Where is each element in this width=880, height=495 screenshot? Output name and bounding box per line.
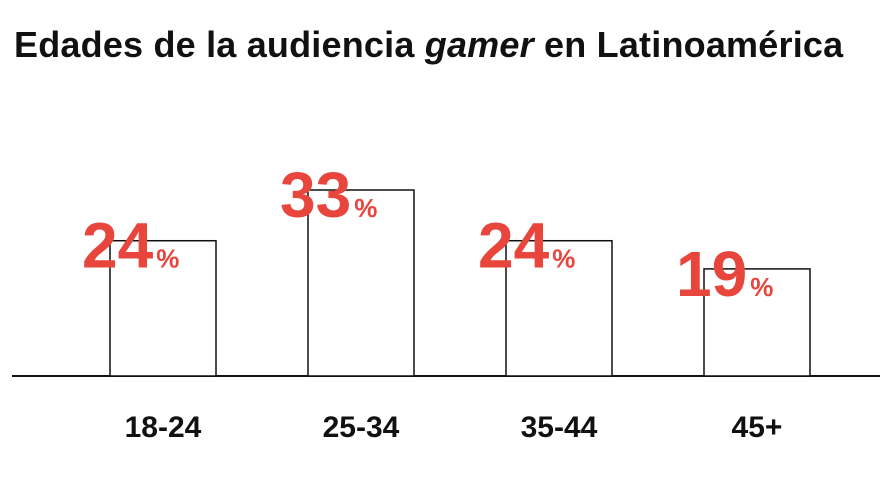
bar-35-44: [505, 239, 613, 377]
category-labels-group: 18-24 25-34 35-44 45+: [125, 411, 783, 444]
category-label-25-34: 25-34: [323, 411, 400, 444]
value-label-35-44: 24%: [478, 210, 575, 282]
title-emphasis: gamer: [424, 24, 534, 65]
value-label-45+: 19%: [676, 238, 773, 310]
value-label-18-24: 24%: [82, 210, 179, 282]
category-label-35-44: 35-44: [521, 411, 598, 444]
title-part-1: Edades de la audiencia: [14, 24, 425, 65]
value-label-25-34: 33%: [280, 159, 377, 231]
category-label-18-24: 18-24: [125, 411, 202, 444]
bar-45+: [703, 268, 811, 377]
bar-25-34: [307, 189, 415, 377]
chart-title: Edades de la audiencia gamer en Latinoam…: [14, 24, 843, 66]
value-labels-group: 24 % 33 % 24% 19%: [82, 159, 773, 310]
bars-group: [109, 189, 811, 377]
category-label-45+: 45+: [732, 411, 783, 444]
title-part-2: en Latinoamérica: [533, 24, 844, 65]
bar-18-24: [109, 239, 217, 377]
